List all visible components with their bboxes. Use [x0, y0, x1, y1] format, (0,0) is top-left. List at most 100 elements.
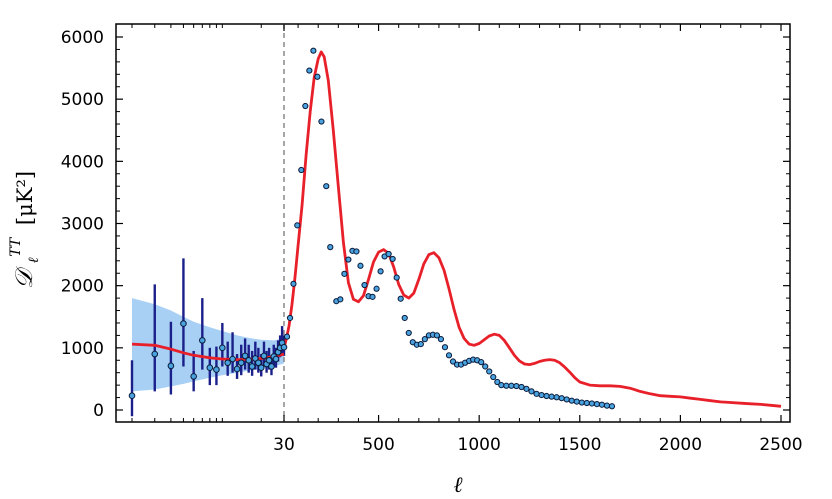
- y-axis-ticks: 0 1000 2000 3000 4000 5000 6000: [61, 28, 790, 421]
- data-point: [341, 270, 348, 277]
- data-point: [151, 350, 159, 358]
- x-axis-label: ℓ: [453, 473, 463, 498]
- data-point: [252, 355, 259, 362]
- svg-text:𝒟 ℓ TT [μK²: 𝒟 ℓ TT [μK²]: [1, 171, 43, 289]
- data-point: [199, 337, 206, 344]
- model-curve-high-ell: [282, 50, 782, 408]
- data-point: [314, 73, 321, 80]
- data-point: [508, 382, 515, 389]
- data-point: [417, 341, 424, 348]
- data-point: [513, 382, 520, 390]
- y-axis-label-superscript: TT: [8, 236, 24, 257]
- data-point: [598, 401, 606, 408]
- data-point: [490, 373, 497, 381]
- y-tick-label: 0: [93, 401, 104, 421]
- data-point: [538, 391, 545, 399]
- data-point: [248, 363, 256, 370]
- data-point: [533, 390, 540, 397]
- data-point: [608, 403, 616, 410]
- data-point: [206, 364, 214, 372]
- data-point: [294, 222, 301, 229]
- y-axis-label-symbol: 𝒟: [10, 265, 38, 289]
- data-point: [128, 392, 136, 400]
- data-point: [518, 383, 525, 391]
- x-tick-label: 1000: [458, 435, 501, 455]
- y-tick-label: 4000: [61, 152, 104, 172]
- data-point: [385, 250, 392, 258]
- data-point: [224, 359, 231, 367]
- y-tick-label: 3000: [61, 215, 104, 235]
- x-tick-label: 30: [273, 435, 295, 455]
- data-point: [369, 293, 376, 300]
- data-point: [603, 402, 611, 409]
- y-axis-label: 𝒟 ℓ TT [μK²]: [1, 171, 43, 289]
- data-point: [306, 67, 313, 74]
- data-point: [272, 355, 280, 363]
- data-point: [397, 295, 404, 302]
- data-point: [478, 359, 485, 366]
- data-point: [445, 352, 453, 359]
- data-point: [482, 363, 489, 370]
- data-point: [593, 400, 600, 408]
- data-point: [558, 395, 565, 402]
- data-point: [568, 397, 575, 404]
- y-tick-label: 1000: [61, 339, 104, 359]
- data-point: [393, 274, 400, 281]
- y-tick-label: 6000: [61, 28, 104, 48]
- data-point: [553, 394, 560, 401]
- data-point: [310, 47, 317, 54]
- data-point: [405, 329, 412, 337]
- data-point: [389, 255, 396, 263]
- data-point: [255, 359, 262, 367]
- data-point: [180, 320, 187, 327]
- data-point: [449, 358, 457, 365]
- data-point: [357, 262, 364, 269]
- data-point: [573, 398, 580, 405]
- data-point: [167, 362, 175, 370]
- data-point: [563, 396, 570, 403]
- data-point: [437, 336, 445, 343]
- y-axis-label-units: [μK²]: [13, 171, 37, 225]
- data-point: [229, 355, 236, 363]
- x-tick-label: 1500: [558, 435, 601, 455]
- y-axis-label-subscript: ℓ: [26, 257, 42, 263]
- data-point: [441, 344, 449, 351]
- data-point: [286, 314, 294, 322]
- data-point: [486, 368, 493, 375]
- data-point: [327, 244, 334, 251]
- data-point: [298, 166, 305, 174]
- data-point: [280, 343, 288, 351]
- data-point: [323, 183, 330, 190]
- x-tick-label: 2000: [659, 435, 702, 455]
- x-tick-label: 2500: [759, 435, 802, 455]
- data-point: [583, 399, 590, 407]
- data-point: [245, 356, 253, 364]
- x-tick-label: 500: [362, 435, 394, 455]
- data-point: [353, 248, 360, 255]
- plot-area: [115, 23, 791, 423]
- data-point: [283, 333, 291, 340]
- data-point: [373, 285, 380, 292]
- data-point: [433, 332, 441, 339]
- data-point: [190, 373, 197, 380]
- data-point: [578, 399, 585, 406]
- data-point: [302, 102, 309, 110]
- data-point: [345, 256, 352, 263]
- data-point: [241, 352, 249, 360]
- data-point: [237, 359, 245, 367]
- data-point: [219, 344, 226, 352]
- data-point: [377, 268, 384, 275]
- y-tick-label: 5000: [61, 90, 104, 110]
- data-point: [548, 393, 555, 400]
- data-point: [213, 366, 220, 373]
- y-tick-label: 2000: [61, 277, 104, 297]
- x-axis-ticks: 30 500 1000 1500 2000 2500: [131, 24, 803, 455]
- data-point: [233, 365, 241, 373]
- data-point: [268, 363, 275, 370]
- data-point: [543, 392, 550, 400]
- data-point: [421, 336, 428, 343]
- data-point: [494, 378, 501, 386]
- data-point: [318, 118, 325, 125]
- data-point: [260, 352, 268, 360]
